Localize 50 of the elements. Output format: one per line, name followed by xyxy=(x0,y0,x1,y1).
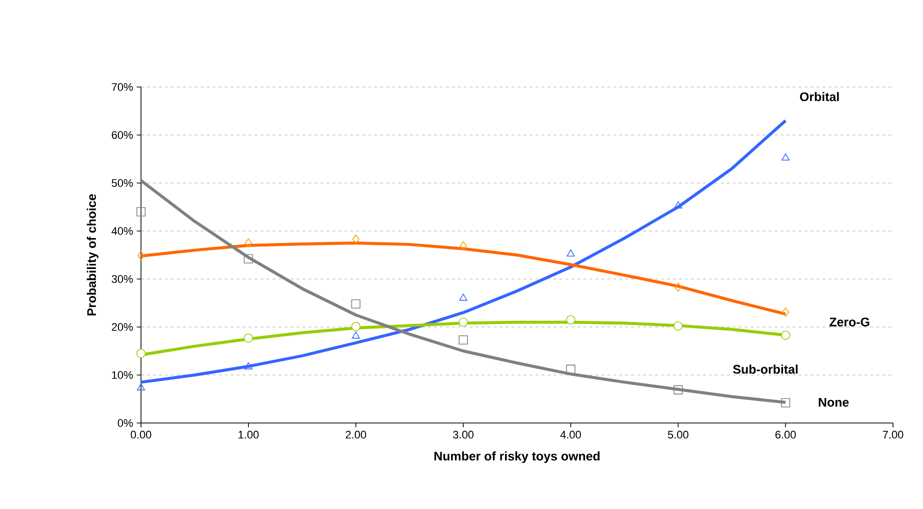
point xyxy=(674,385,683,394)
point xyxy=(244,362,252,370)
point xyxy=(458,335,468,345)
point xyxy=(458,318,468,327)
point xyxy=(782,308,790,317)
x-axis-title: Number of risky toys owned xyxy=(434,451,600,463)
point xyxy=(460,241,467,250)
y-tick-label: 30% xyxy=(112,275,133,283)
point xyxy=(136,383,146,390)
point xyxy=(566,364,576,374)
y-tick-label: 50% xyxy=(112,179,133,187)
point xyxy=(674,321,683,331)
point xyxy=(244,238,252,248)
y-tick-label: 0% xyxy=(118,419,133,427)
point xyxy=(459,294,468,301)
point xyxy=(351,322,360,332)
point xyxy=(782,153,790,161)
point xyxy=(351,299,360,309)
point xyxy=(352,332,360,339)
x-tick-label: 2.00 xyxy=(346,430,366,439)
x-tick-label: 1.00 xyxy=(238,430,259,439)
line-series xyxy=(140,242,788,316)
point xyxy=(780,398,790,408)
y-tick-label: 70% xyxy=(112,83,133,91)
y-axis-title: Probability of choice xyxy=(86,194,98,316)
point xyxy=(674,282,682,292)
point xyxy=(780,330,790,340)
point xyxy=(136,348,146,358)
point xyxy=(244,333,254,343)
point xyxy=(244,254,254,264)
annotation: Zero-G xyxy=(830,318,870,326)
y-tick-label: 40% xyxy=(112,227,133,235)
x-tick-label: 4.00 xyxy=(560,430,581,439)
point xyxy=(137,250,145,260)
x-tick-label: 5.00 xyxy=(668,430,688,439)
point xyxy=(566,315,576,324)
point xyxy=(674,201,682,209)
point xyxy=(566,249,575,257)
y-tick-label: 10% xyxy=(112,371,133,379)
y-tick-label: 60% xyxy=(112,131,133,139)
annotation: Orbital xyxy=(800,92,839,102)
x-tick-label: 0.00 xyxy=(130,430,152,439)
y-tick-label: 20% xyxy=(112,323,133,331)
x-tick-label: 3.00 xyxy=(453,430,474,439)
point xyxy=(352,234,360,244)
point xyxy=(136,207,146,216)
annotation: Sub-orbital xyxy=(733,364,798,374)
x-tick-label: 6.00 xyxy=(775,430,796,439)
x-tick-label: 7.00 xyxy=(882,430,904,439)
annotation: None xyxy=(818,398,849,407)
